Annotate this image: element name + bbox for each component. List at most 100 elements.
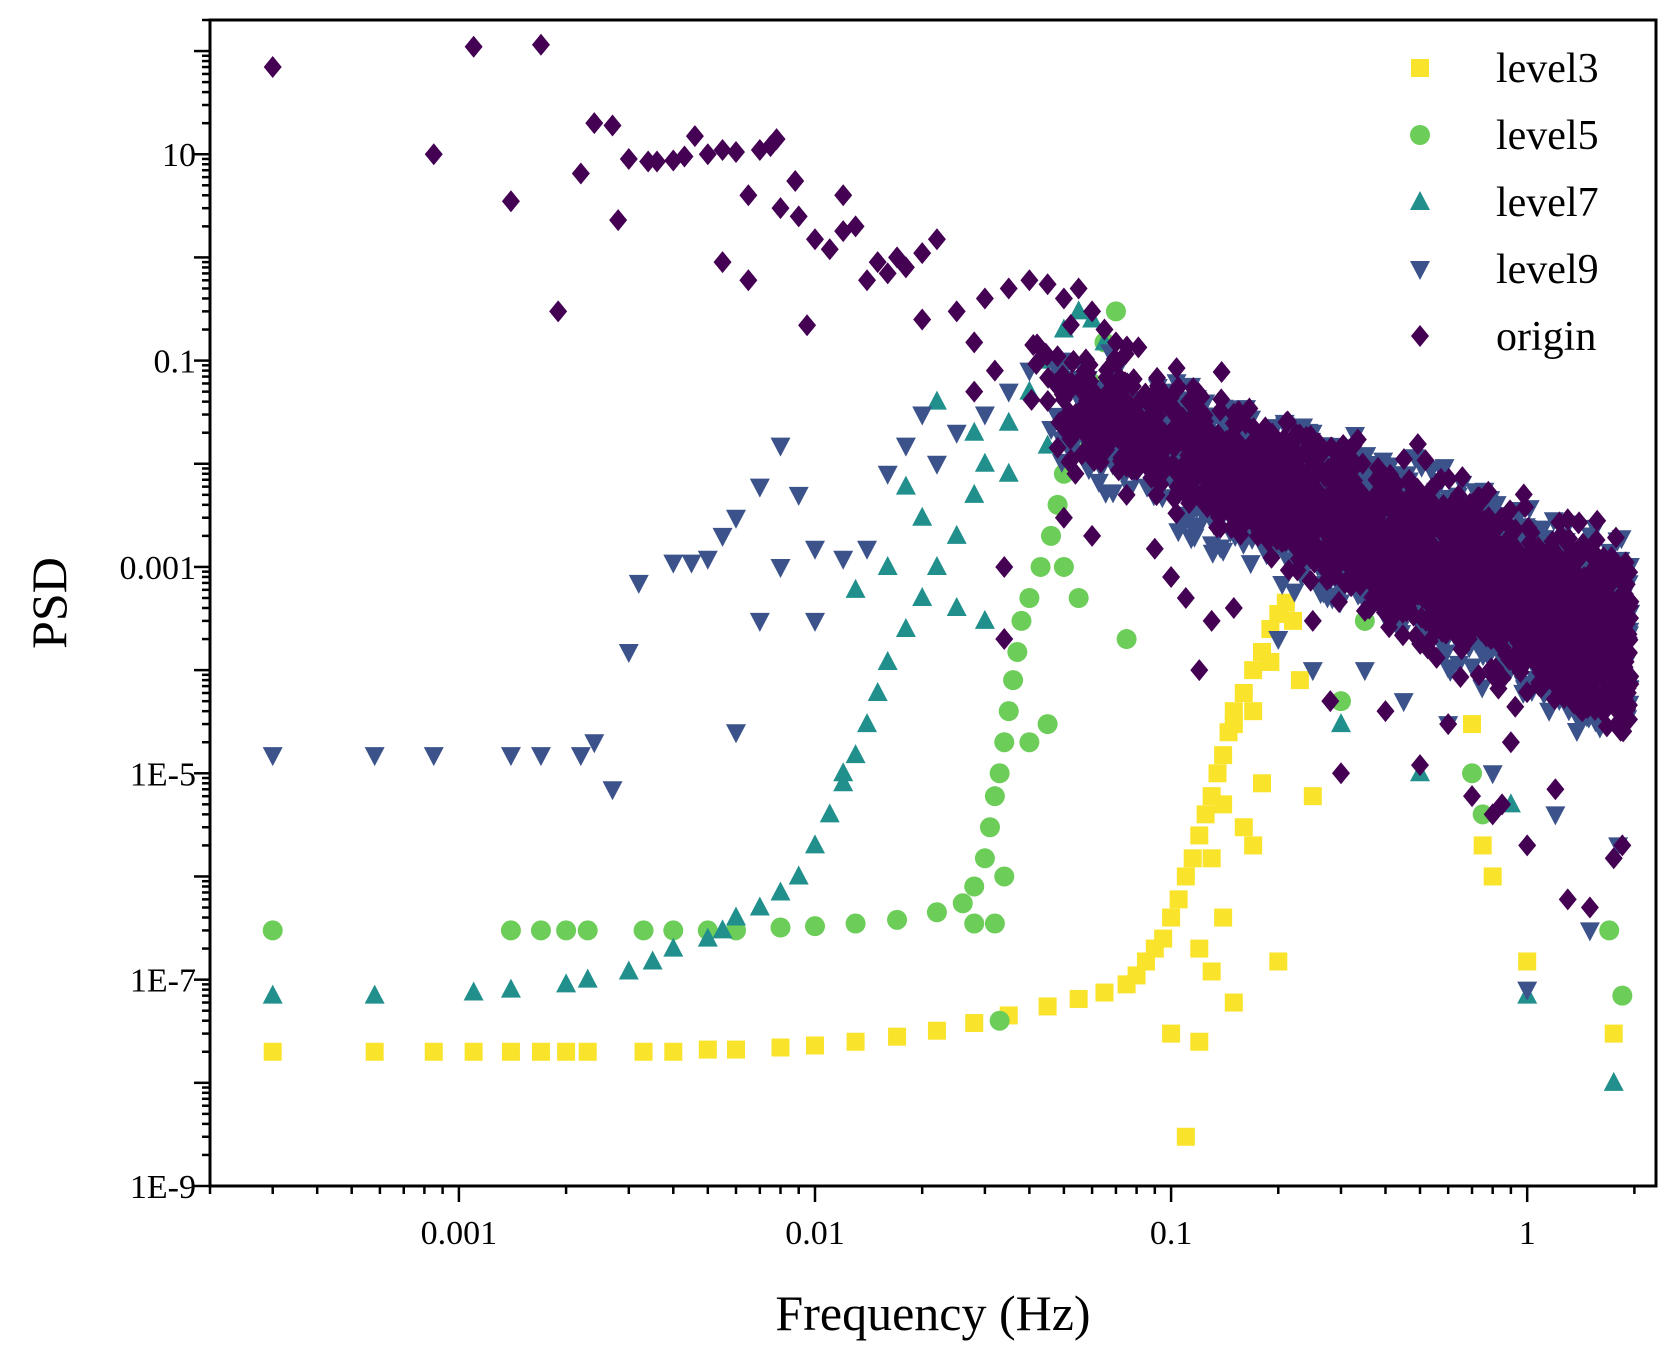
data-point-level7 bbox=[788, 865, 809, 885]
data-point-origin bbox=[1379, 544, 1398, 567]
series-level3 bbox=[263, 593, 1623, 1146]
data-point-origin bbox=[995, 628, 1014, 651]
data-point-level3 bbox=[1196, 805, 1215, 824]
data-point-origin bbox=[1399, 490, 1418, 513]
data-point-origin bbox=[1511, 569, 1530, 592]
data-point-level9 bbox=[1482, 765, 1503, 785]
data-point-origin bbox=[1103, 417, 1122, 440]
data-point-origin bbox=[1406, 625, 1425, 648]
data-point-level3 bbox=[771, 1038, 790, 1057]
data-point-level5 bbox=[1599, 920, 1620, 941]
data-point-origin bbox=[1272, 514, 1291, 537]
data-point-origin bbox=[1147, 484, 1166, 507]
y-tick-label: 10 bbox=[162, 137, 196, 174]
legend-marker-origin bbox=[1411, 325, 1429, 347]
data-point-origin bbox=[1083, 524, 1102, 547]
data-point-origin bbox=[1362, 556, 1381, 579]
data-point-level3 bbox=[1303, 787, 1322, 806]
data-point-origin bbox=[1342, 551, 1361, 574]
x-axis-ticks: 0.001 0.01 0.1 1 bbox=[208, 1186, 1636, 1252]
data-point-origin bbox=[1069, 277, 1088, 300]
data-point-level5 bbox=[1003, 670, 1024, 691]
data-point-level3 bbox=[888, 1027, 907, 1046]
data-point-level3 bbox=[846, 1032, 865, 1051]
data-point-level3 bbox=[1224, 993, 1243, 1012]
data-point-level3 bbox=[1154, 929, 1173, 948]
data-point-level5 bbox=[804, 916, 825, 937]
data-point-level7 bbox=[926, 555, 947, 575]
data-point-level5 bbox=[1019, 732, 1040, 753]
data-point-origin bbox=[1604, 847, 1623, 870]
data-point-origin bbox=[1362, 572, 1381, 595]
data-point-origin bbox=[1535, 654, 1554, 677]
data-point-level9 bbox=[500, 747, 521, 767]
data-point-level9 bbox=[681, 554, 702, 574]
data-point-level9 bbox=[749, 612, 770, 632]
data-point-origin bbox=[713, 138, 732, 161]
data-point-origin bbox=[1355, 599, 1374, 622]
data-point-level9 bbox=[570, 747, 591, 767]
data-point-level7 bbox=[895, 475, 916, 495]
data-point-level7 bbox=[500, 978, 521, 998]
data-point-level9 bbox=[1579, 922, 1600, 942]
data-point-origin bbox=[1358, 508, 1377, 531]
data-point-origin bbox=[1055, 376, 1074, 399]
data-point-origin bbox=[1038, 273, 1057, 296]
data-point-origin bbox=[1492, 595, 1511, 618]
data-point-origin bbox=[1417, 494, 1436, 517]
data-point-origin bbox=[1453, 466, 1472, 489]
data-point-level7 bbox=[804, 834, 825, 854]
data-point-level9 bbox=[1284, 583, 1305, 603]
data-point-level3 bbox=[965, 1014, 984, 1033]
data-point-level5 bbox=[952, 893, 973, 914]
data-point-origin bbox=[1499, 527, 1518, 550]
data-point-origin bbox=[1393, 624, 1412, 647]
data-point-level5 bbox=[1053, 556, 1074, 577]
data-point-level9 bbox=[1045, 360, 1066, 380]
data-point-level7 bbox=[725, 906, 746, 926]
data-point-level7 bbox=[998, 462, 1019, 482]
data-point-origin bbox=[585, 112, 604, 135]
data-point-level5 bbox=[1462, 763, 1483, 784]
data-point-level3 bbox=[927, 1021, 946, 1040]
data-point-origin bbox=[1169, 376, 1188, 399]
legend-label: level3 bbox=[1496, 46, 1599, 92]
data-point-level3 bbox=[464, 1042, 483, 1061]
data-point-origin bbox=[1305, 551, 1324, 574]
data-point-level3 bbox=[1244, 836, 1263, 855]
data-point-origin bbox=[1562, 541, 1581, 564]
data-point-origin bbox=[1174, 454, 1193, 477]
data-point-origin bbox=[1568, 626, 1587, 649]
data-point-level9 bbox=[877, 465, 898, 485]
data-point-origin bbox=[1522, 521, 1541, 544]
data-point-level7 bbox=[998, 411, 1019, 431]
data-point-level9 bbox=[770, 437, 791, 457]
data-point-level9 bbox=[712, 527, 733, 547]
data-point-origin bbox=[1504, 551, 1523, 574]
data-point-origin bbox=[1295, 522, 1314, 545]
data-point-origin bbox=[1410, 754, 1429, 777]
data-point-origin bbox=[1221, 503, 1240, 526]
data-point-origin bbox=[1331, 463, 1350, 486]
data-point-level7 bbox=[663, 937, 684, 957]
series-level7 bbox=[262, 300, 1624, 1091]
data-point-origin bbox=[1390, 555, 1409, 578]
data-point-origin bbox=[1546, 778, 1565, 801]
data-point-origin bbox=[1161, 392, 1180, 415]
data-point-origin bbox=[1451, 666, 1470, 689]
data-point-level5 bbox=[500, 920, 521, 941]
data-point-level3 bbox=[1214, 908, 1233, 927]
data-point-origin bbox=[789, 205, 808, 228]
data-point-level9 bbox=[1462, 658, 1483, 678]
data-point-origin bbox=[1125, 402, 1144, 425]
data-point-origin bbox=[609, 209, 628, 232]
data-point-origin bbox=[1212, 360, 1231, 383]
data-point-level3 bbox=[1162, 1024, 1181, 1043]
data-point-origin bbox=[786, 170, 805, 193]
data-point-origin bbox=[1518, 681, 1537, 704]
data-point-origin bbox=[1460, 522, 1479, 545]
data-point-origin bbox=[1064, 349, 1083, 372]
data-point-origin bbox=[1151, 378, 1170, 401]
